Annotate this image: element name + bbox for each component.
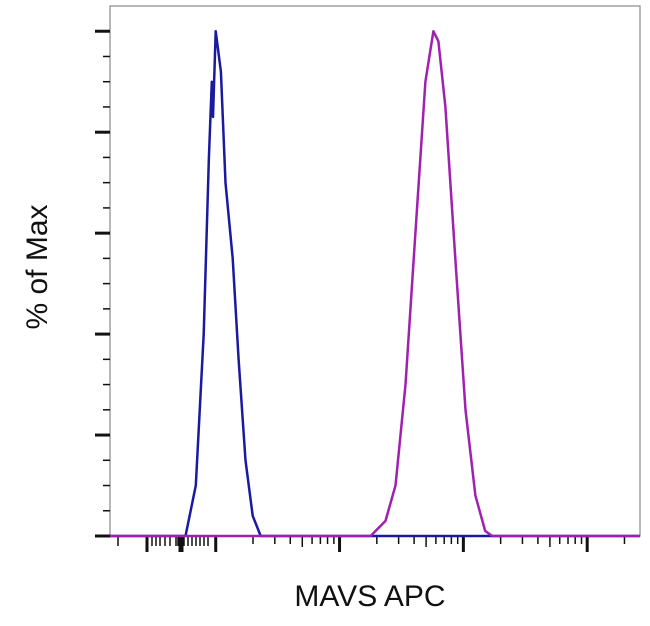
x-axis-label: MAVS APC (294, 580, 446, 613)
y-axis-ticks (95, 29, 110, 538)
x-axis-ticks (117, 536, 626, 552)
series-lines (110, 29, 640, 538)
plot-frame (109, 5, 641, 537)
series-line-1 (110, 29, 640, 538)
y-axis-label: % of Max (21, 204, 54, 330)
series-line-2 (110, 29, 640, 538)
